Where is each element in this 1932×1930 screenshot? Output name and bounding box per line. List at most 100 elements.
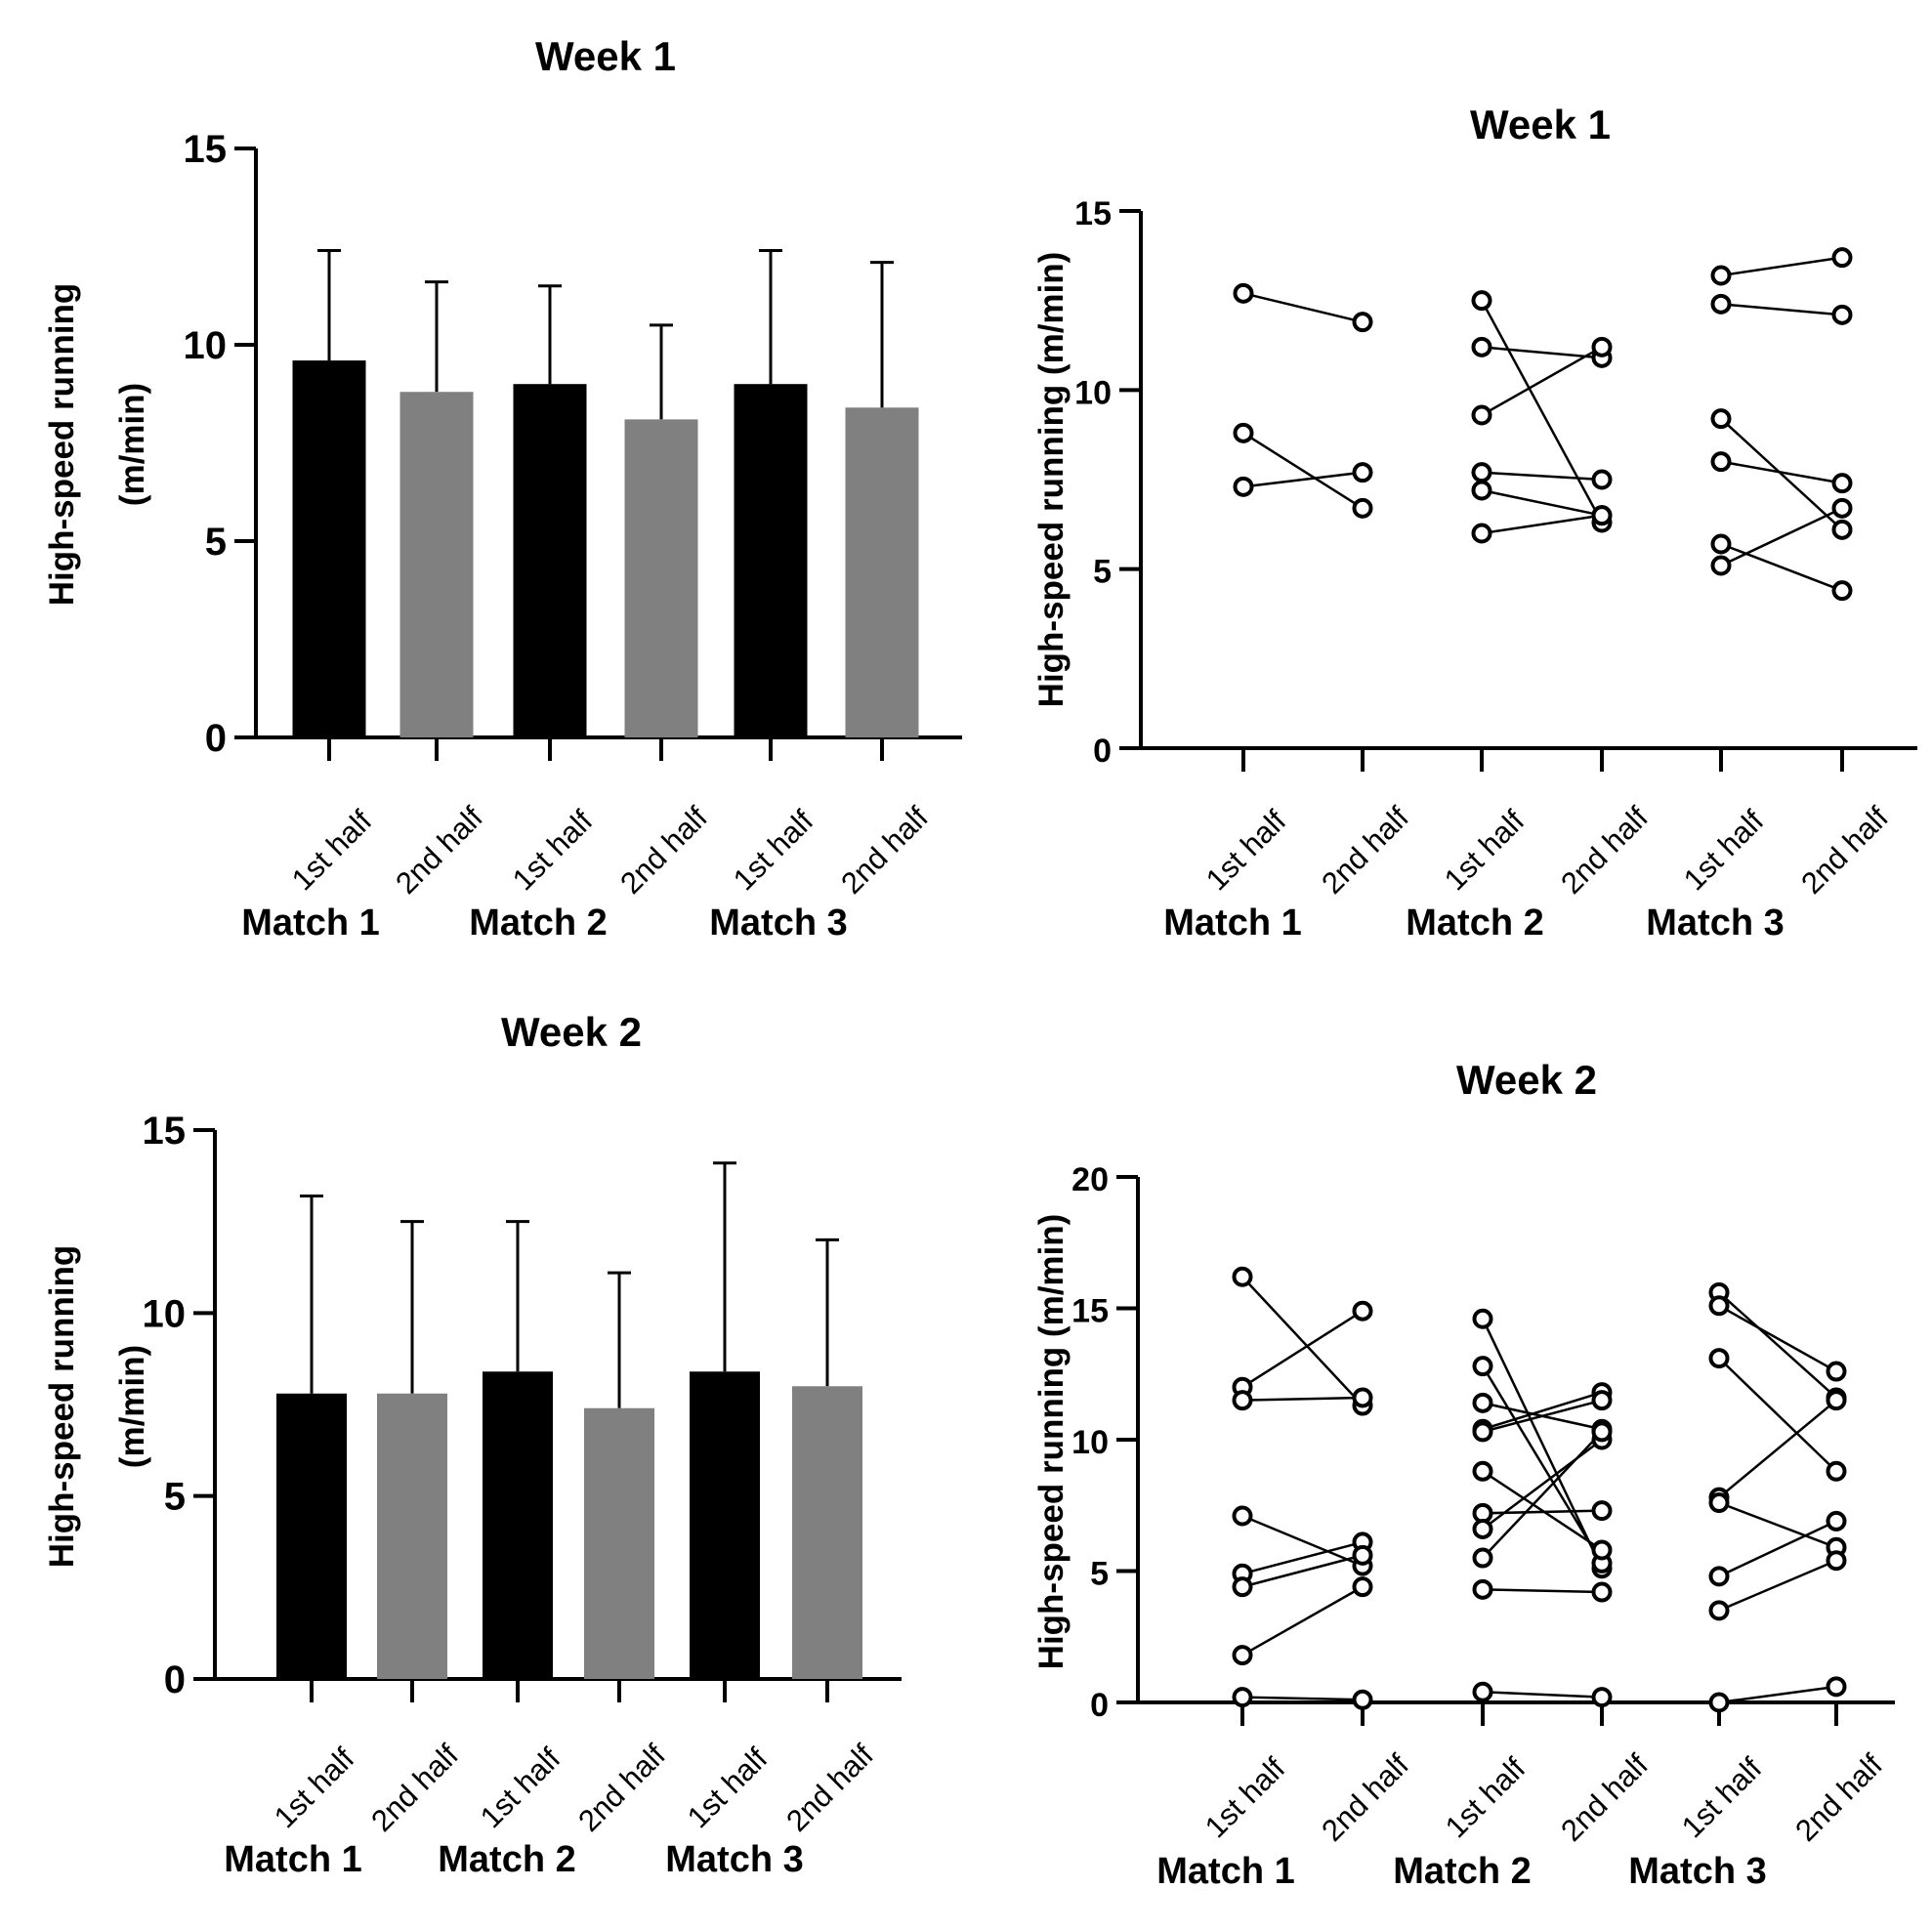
y-axis-label: High-speed running: [43, 1245, 81, 1569]
x-tick-label: 2nd half: [1794, 800, 1895, 901]
data-point: [1352, 312, 1373, 333]
data-point: [1591, 1421, 1613, 1443]
paired-line: [1480, 300, 1604, 524]
data-point: [1831, 473, 1853, 494]
data-point: [1826, 1361, 1847, 1382]
data-point: [1826, 1510, 1847, 1531]
data-point: [1831, 580, 1853, 602]
paired-line: [1241, 1276, 1364, 1406]
data-point: [1472, 1681, 1493, 1702]
paired-line: [1241, 1396, 1364, 1402]
paired-line: [1481, 1318, 1604, 1570]
paired-line: [1720, 507, 1843, 567]
paired-line: [1241, 1540, 1364, 1575]
x-tick-label: 2nd half: [1315, 1747, 1415, 1848]
x-tick-label: 1st half: [268, 1741, 361, 1835]
paired-line: [1720, 542, 1843, 592]
y-tick-label: 10: [1074, 374, 1112, 411]
data-point: [1233, 476, 1254, 497]
x-tick-label: 2nd half: [1554, 800, 1655, 901]
x-tick-label: 2nd half: [613, 800, 714, 901]
match-label: Match 3: [1646, 902, 1784, 944]
match-label: Match 3: [709, 902, 847, 944]
paired-line: [1241, 1696, 1364, 1701]
y-tick-label: 15: [184, 128, 228, 171]
paired-line: [1482, 1391, 1603, 1431]
paired-line: [1241, 1514, 1364, 1568]
data-point: [1831, 497, 1853, 519]
y-axis-label: High-speed running: [43, 283, 81, 607]
chart-title: Week 2: [501, 1009, 642, 1055]
paired-line: [1718, 1291, 1837, 1399]
data-point: [1352, 462, 1373, 483]
data-point: [1591, 1500, 1613, 1522]
paired-line: [1242, 292, 1364, 323]
data-point: [1472, 1547, 1493, 1569]
data-point: [1471, 523, 1492, 544]
paired-line: [1241, 1554, 1364, 1588]
paired-line: [1718, 1501, 1837, 1549]
data-point: [1826, 1550, 1847, 1572]
bar: [399, 392, 474, 737]
data-point: [1352, 1387, 1373, 1408]
match-label: Match 2: [1406, 902, 1543, 944]
paired-line: [1481, 346, 1603, 417]
data-point: [1232, 1687, 1253, 1708]
paired-line: [1242, 471, 1364, 488]
paired-line: [1720, 460, 1843, 484]
data-point: [1232, 1266, 1253, 1287]
paired-line: [1718, 1559, 1837, 1613]
x-tick-label: 2nd half: [364, 1738, 465, 1838]
data-point: [1472, 1578, 1493, 1600]
match-label: Match 1: [241, 902, 379, 944]
data-point: [1831, 247, 1853, 269]
paired-line: [1241, 1585, 1364, 1657]
paired-line: [1481, 346, 1603, 359]
x-tick-label: 1st half: [1677, 804, 1771, 898]
y-tick-label: 15: [1074, 195, 1112, 232]
data-point: [1591, 505, 1613, 526]
data-point: [1826, 1676, 1847, 1698]
paired-line: [1481, 471, 1603, 482]
chart-week1-bar: Week 1 High-speed running (m/min) 0 5 10 15 1st…: [43, 33, 962, 944]
x-tick-label: 1st half: [1438, 804, 1532, 898]
data-point: [1352, 1300, 1373, 1322]
x-tick-label: 2nd half: [779, 1738, 880, 1838]
x-tick-label: 1st half: [474, 1741, 567, 1835]
bar: [513, 384, 587, 737]
x-tick-label: 1st half: [285, 804, 379, 898]
paired-line: [1481, 514, 1603, 535]
data-point: [1232, 1645, 1253, 1666]
bar: [584, 1407, 654, 1679]
y-tick-label: 10: [1071, 1424, 1109, 1461]
data-point: [1471, 404, 1492, 426]
match-label: Match 3: [1628, 1851, 1766, 1892]
data-point: [1472, 1356, 1493, 1377]
data-point: [1471, 336, 1492, 357]
y-tick-label: 20: [1071, 1161, 1109, 1198]
paired-line: [1482, 1509, 1603, 1515]
y-axis-label: High-speed running (m/min): [1032, 1214, 1071, 1670]
chart-title: Week 2: [1456, 1057, 1597, 1103]
paired-line: [1241, 1310, 1364, 1389]
y-tick-label: 0: [164, 1658, 186, 1701]
y-tick-label: 0: [1093, 733, 1112, 770]
data-point: [1472, 1460, 1493, 1482]
data-point: [1831, 304, 1853, 325]
y-axis-label: (m/min): [113, 1345, 151, 1468]
data-point: [1472, 1421, 1493, 1443]
data-point: [1591, 1539, 1613, 1561]
match-label: Match 2: [469, 902, 607, 944]
match-label: Match 2: [438, 1839, 575, 1880]
match-label: Match 3: [665, 1839, 803, 1880]
x-tick-label: 2nd half: [1788, 1747, 1889, 1848]
y-tick-label: 5: [1090, 1556, 1109, 1593]
paired-line: [1718, 1399, 1837, 1499]
bar: [276, 1393, 347, 1679]
y-axis-label: High-speed running (m/min): [1032, 252, 1071, 708]
data-point: [1826, 1460, 1847, 1482]
x-tick-label: 1st half: [1199, 804, 1293, 898]
bar: [624, 419, 698, 737]
paired-line: [1481, 1365, 1604, 1565]
bar: [292, 360, 366, 737]
